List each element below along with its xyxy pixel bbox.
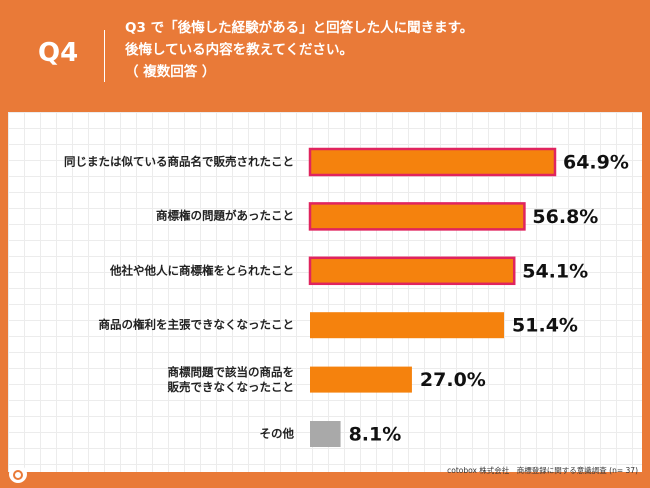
- category-label: 商品の権利を主張できなくなったこと: [98, 317, 295, 332]
- category-label: 商標権の問題があったこと: [156, 208, 294, 223]
- category-label: その他: [259, 426, 295, 441]
- question-line: Q3 で「後悔した経験がある」と回答した人に聞きます。: [125, 20, 474, 36]
- value-label: 56.8%: [532, 206, 598, 228]
- logo-mark: [13, 470, 23, 480]
- value-label: 54.1%: [522, 260, 588, 282]
- category-label: 同じまたは似ている商品名で販売されたこと: [64, 154, 294, 169]
- value-label: 8.1%: [349, 424, 402, 446]
- category-label: 他社や他人に商標権をとられたこと: [110, 263, 294, 278]
- question-badge: Q4: [38, 38, 79, 68]
- category-label: 商標問題で該当の商品を 販売できなくなったこと: [167, 364, 295, 394]
- bar: [310, 312, 505, 339]
- source-note: cotobox 株式会社 商標登録に関する意識調査 (n= 37): [447, 466, 638, 475]
- value-label: 51.4%: [512, 315, 578, 337]
- divider: [104, 30, 105, 82]
- bar: [310, 366, 412, 393]
- bar: [308, 147, 557, 177]
- bar: [308, 256, 516, 286]
- bar: [308, 202, 526, 231]
- bar: [310, 421, 341, 447]
- value-label: 27.0%: [420, 369, 486, 391]
- question-line: 後悔している内容を教えてください。: [125, 42, 354, 58]
- logo: [9, 465, 27, 483]
- value-label: 64.9%: [563, 152, 629, 174]
- question-line: （ 複数回答 ）: [125, 64, 216, 80]
